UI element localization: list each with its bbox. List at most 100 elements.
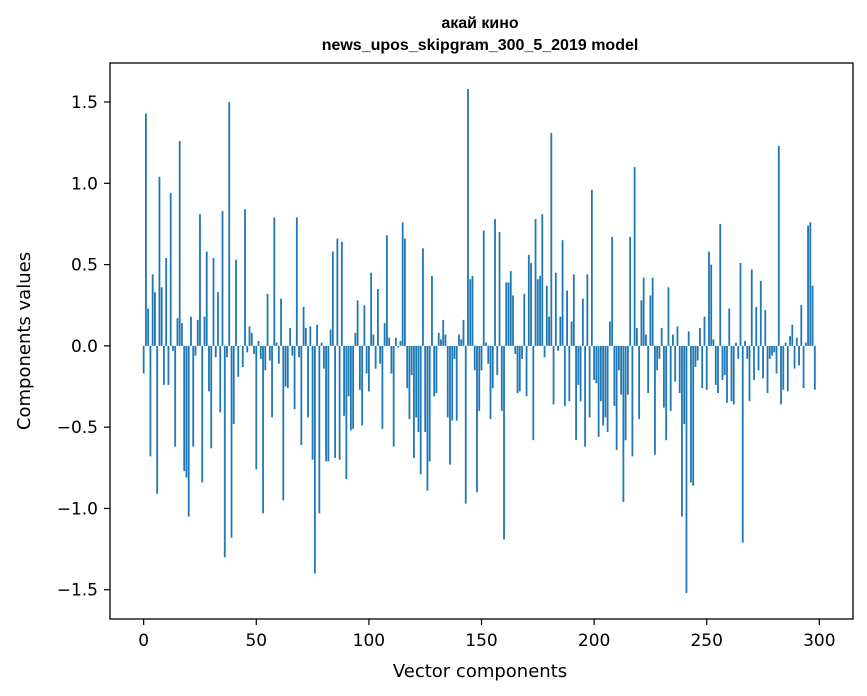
bar-component-66: [291, 345, 294, 356]
bar-component-123: [419, 345, 422, 475]
bar-component-254: [714, 345, 717, 385]
bar-component-174: [534, 219, 537, 346]
x-axis-ticks: 0 50 100 150 200 250 300: [138, 619, 836, 651]
bar-component-41: [235, 259, 237, 346]
bar-component-28: [205, 251, 208, 346]
bar-component-253: [712, 339, 715, 346]
bar-component-49: [253, 345, 255, 355]
bar-component-246: [696, 345, 699, 361]
bar-component-19: [185, 345, 188, 478]
bar-component-8: [160, 287, 163, 346]
bar-component-272: [755, 306, 758, 346]
bar-component-56: [268, 345, 271, 361]
bar-component-198: [588, 345, 591, 418]
bar-component-283: [780, 345, 782, 405]
bar-component-192: [575, 345, 577, 441]
bar-component-244: [692, 345, 695, 486]
bar-component-245: [694, 345, 697, 368]
bar-component-182: [552, 345, 555, 405]
bar-component-31: [212, 258, 215, 346]
bar-component-145: [469, 279, 472, 346]
bar-component-157: [496, 345, 499, 376]
bar-component-26: [201, 345, 204, 483]
bar-component-160: [503, 345, 505, 540]
bar-component-207: [608, 321, 611, 346]
bar-component-139: [455, 345, 458, 421]
bar-component-131: [437, 332, 440, 346]
bar-component-279: [771, 345, 773, 356]
bar-component-286: [786, 345, 789, 392]
bar-component-47: [248, 326, 251, 346]
bar-component-190: [570, 321, 573, 346]
bar-component-262: [732, 345, 735, 405]
bar-component-218: [633, 167, 636, 346]
bar-component-243: [690, 345, 692, 483]
bar-component-38: [228, 102, 231, 346]
bar-component-215: [626, 345, 629, 395]
bar-component-3: [149, 345, 152, 457]
bar-component-291: [798, 345, 800, 366]
bar-component-70: [300, 345, 303, 446]
bar-component-233: [667, 287, 670, 346]
bar-component-40: [232, 345, 235, 424]
bar-component-147: [473, 345, 476, 371]
bar-component-164: [512, 295, 514, 346]
bar-component-211: [617, 345, 620, 371]
bar-component-169: [523, 293, 526, 346]
bar-component-53: [262, 345, 264, 514]
bar-component-158: [498, 232, 501, 346]
bar-component-115: [401, 222, 404, 346]
bar-component-257: [721, 345, 724, 381]
bar-component-269: [748, 345, 751, 402]
bar-component-52: [259, 345, 262, 359]
plot-area-frame: [109, 62, 854, 620]
bar-component-42: [237, 345, 240, 377]
bar-component-179: [545, 285, 548, 346]
bar-component-125: [424, 345, 427, 433]
bar-component-74: [309, 326, 312, 346]
bar-component-1: [145, 113, 147, 346]
bar-component-212: [620, 345, 623, 395]
bar-component-292: [800, 305, 803, 346]
bar-component-191: [572, 274, 575, 346]
y-tick-label: 0.5: [71, 256, 98, 276]
bar-component-58: [273, 217, 276, 346]
bar-component-287: [789, 336, 791, 346]
bar-component-23: [194, 345, 197, 356]
bar-component-62: [282, 345, 285, 501]
bar-component-270: [750, 269, 753, 346]
bar-component-35: [221, 210, 224, 346]
bar-component-121: [415, 345, 418, 418]
bar-component-281: [775, 345, 778, 374]
bar-component-112: [395, 337, 397, 346]
bar-component-203: [599, 345, 602, 402]
x-tick-label: 0: [138, 631, 149, 651]
bar-component-24: [196, 319, 199, 346]
bar-component-4: [151, 274, 154, 346]
bar-component-156: [494, 219, 496, 346]
bar-component-104: [377, 288, 379, 346]
bars-group: [142, 89, 816, 593]
bar-component-141: [460, 339, 463, 346]
bar-component-57: [271, 345, 273, 418]
bar-component-225: [649, 295, 652, 346]
bar-component-265: [739, 262, 742, 346]
bar-component-32: [214, 345, 217, 358]
bar-component-27: [203, 316, 206, 346]
x-tick-label: 150: [465, 631, 497, 651]
bar-component-208: [611, 236, 614, 346]
bar-component-267: [744, 341, 746, 346]
bar-component-166: [516, 345, 519, 394]
y-tick-label: −0.5: [57, 418, 98, 438]
bar-component-90: [345, 345, 348, 480]
bar-component-231: [663, 345, 665, 408]
bar-component-144: [467, 89, 469, 346]
bar-component-18: [183, 345, 186, 472]
bar-component-260: [728, 308, 731, 346]
bar-component-13: [172, 345, 174, 351]
x-tick-label: 200: [578, 631, 610, 651]
bar-component-61: [280, 298, 282, 346]
bar-component-124: [422, 248, 424, 346]
bar-component-151: [482, 230, 485, 346]
bar-component-213: [622, 345, 625, 502]
